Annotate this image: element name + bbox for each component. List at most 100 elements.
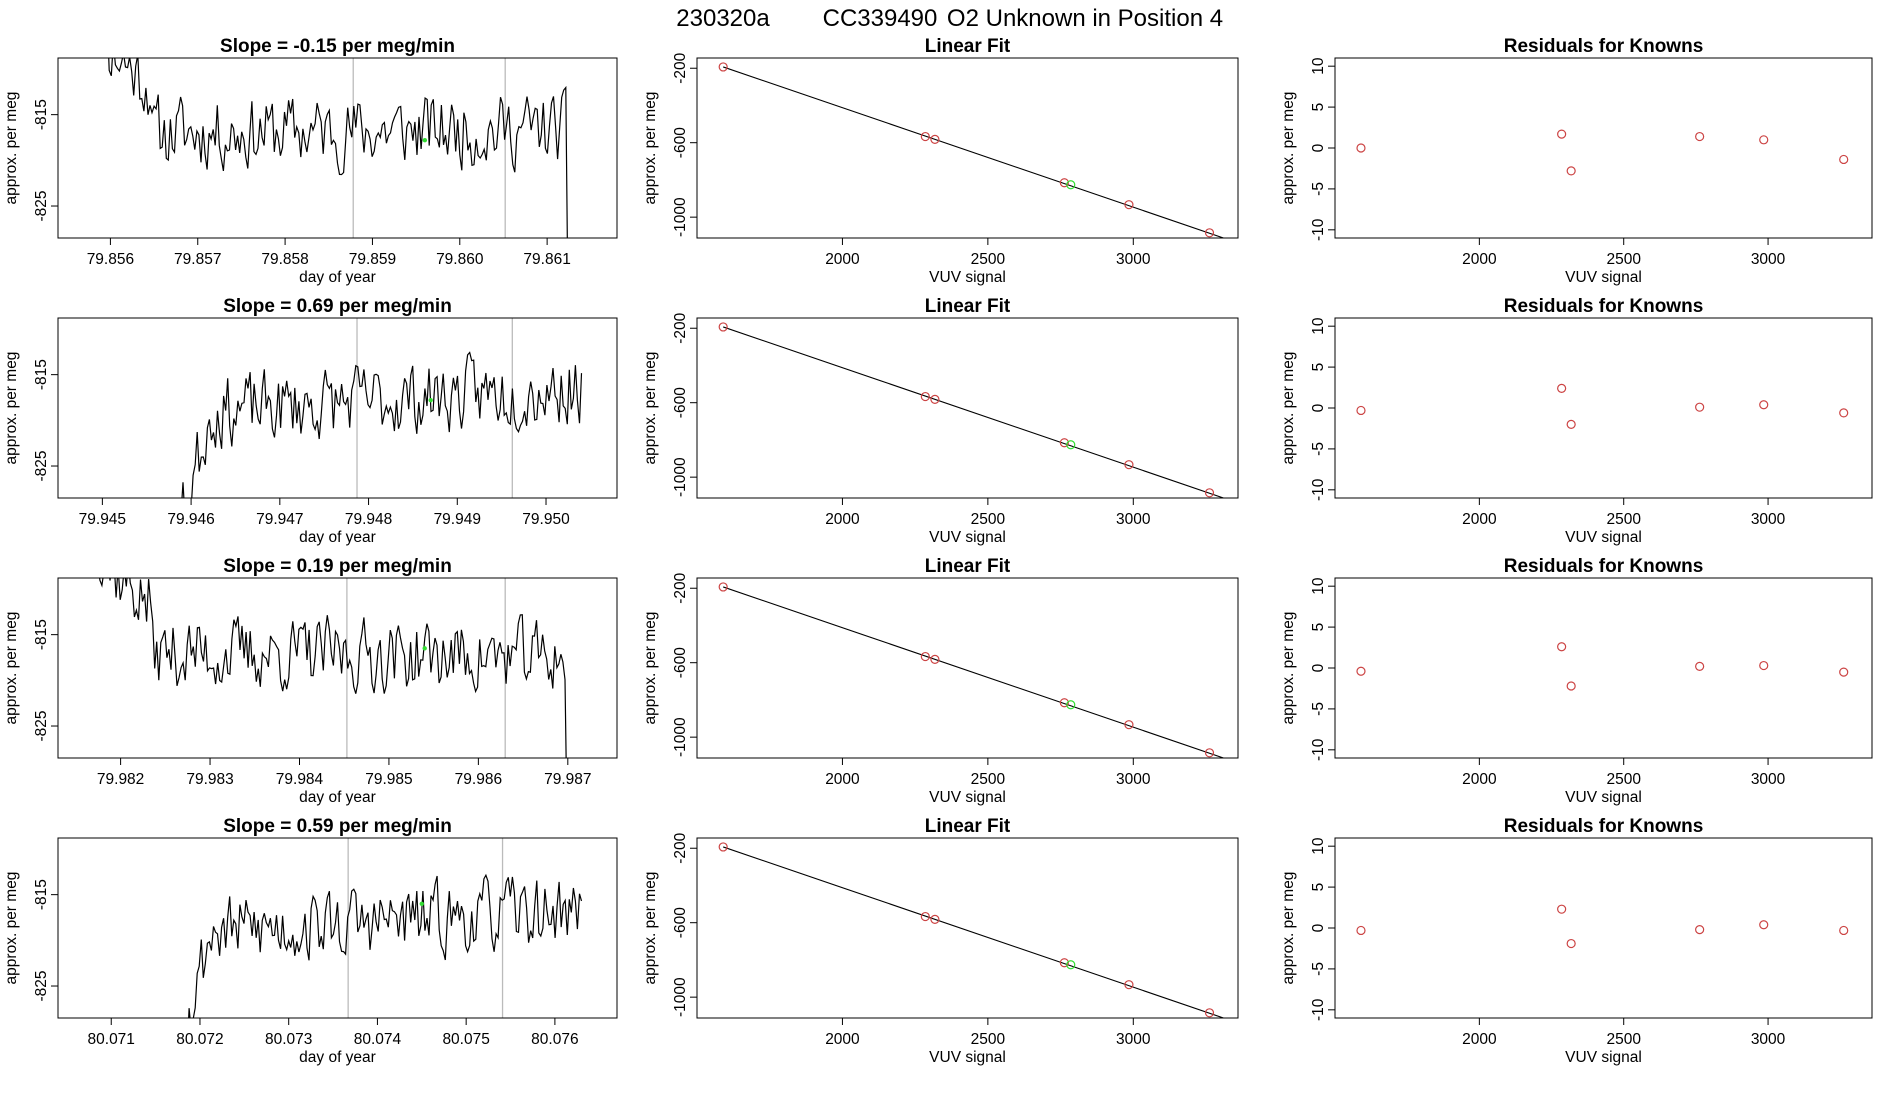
known-point [920,391,930,402]
figure-title: 230320a CC339490 O2 Unknown in Position … [676,5,1223,32]
x-tick-label: 79.982 [97,771,144,788]
x-axis-label: VUV signal [929,269,1006,286]
y-axis: -200 -600 -1000 [672,832,698,1017]
x-tick-label: 2000 [1462,771,1497,788]
known-point [920,911,930,922]
residuals-title: Residuals for Knowns [1504,36,1704,57]
residual-point [1695,661,1705,671]
y-axis-label: approx. per meg [1280,352,1297,465]
timeseries-title: Slope = 0.19 per meg/min [223,556,452,577]
fit-title: Linear Fit [925,296,1011,317]
y-axis-label: approx. per meg [1280,612,1297,725]
x-axis-label: VUV signal [929,1049,1006,1066]
x-tick-label: 3000 [1116,251,1151,268]
x-axis-label: day of year [299,529,376,546]
figure-title-tank-id: CC339490 [823,5,938,32]
y-tick-label: 0 [1310,403,1327,412]
y-tick-label: -600 [672,387,689,418]
unknown-mean-marker [428,398,433,403]
known-point [1059,698,1069,708]
residual-point [1839,408,1849,418]
x-tick-label: 80.071 [88,1031,135,1048]
y-tick-label: -5 [1310,442,1327,456]
y-tick-label: -10 [1310,738,1327,761]
plot-frame [57,577,618,759]
x-tick-label: 2000 [1462,251,1497,268]
plot-frame [1334,57,1873,239]
unknown-mean-marker [422,138,428,143]
residual-point [1759,400,1769,410]
y-tick-label: -1000 [672,717,689,757]
plot-area [718,322,1224,498]
plot-area [99,578,567,758]
fit-line [722,586,1224,758]
y-tick-label: -1000 [672,977,689,1017]
x-tick-label: 3000 [1751,251,1786,268]
y-axis-label: approx. per meg [3,872,20,985]
plot-area [1356,129,1849,176]
fit-title: Linear Fit [925,36,1011,57]
known-point [1059,438,1069,448]
y-tick-label: -5 [1310,182,1327,196]
x-tick-label: 2500 [1606,771,1641,788]
known-point [1204,488,1215,498]
y-tick-label: -200 [672,312,689,343]
x-tick-label: 80.076 [531,1031,578,1048]
x-tick-label: 3000 [1751,771,1786,788]
known-point [1059,178,1069,188]
known-point [718,322,728,332]
signal-trace [99,578,567,758]
plot-frame [1334,577,1873,759]
y-axis-label: approx. per meg [642,92,659,205]
residual-point [1839,667,1849,677]
plot-frame [1334,837,1873,1019]
y-tick-label: -1000 [672,457,689,497]
fit-line [722,326,1224,498]
known-point [1204,1008,1215,1018]
x-tick-label: 2000 [825,251,860,268]
x-axis: 2000 2500 3000 [825,497,1151,528]
x-axis-label: day of year [299,789,376,806]
x-axis: 2000 2500 3000 [825,757,1151,788]
residual-point [1759,660,1769,671]
x-tick-label: 2500 [1606,1031,1641,1048]
unknown-point [1066,440,1076,450]
timeseries-title: Slope = 0.59 per meg/min [223,816,452,837]
x-tick-label: 2000 [1462,511,1497,528]
known-point [930,654,940,664]
fit-panel-2: Linear Fit 2000 2500 3000 VUV signal -200 -600… [642,296,1239,546]
y-tick-label: 5 [1310,883,1327,892]
y-tick-label: -10 [1310,478,1327,501]
x-axis: 2000 2500 3000 [1462,1017,1786,1048]
residual-point [1695,402,1705,412]
residuals-panel-4: Residuals for Knowns 2000 2500 3000 VUV sign… [1280,816,1873,1066]
x-tick-label: 3000 [1116,1031,1151,1048]
residuals-title: Residuals for Knowns [1504,816,1704,837]
fit-title: Linear Fit [925,556,1011,577]
residual-point [1566,166,1576,176]
residual-point [1557,642,1567,652]
y-tick-label: -825 [33,451,50,482]
fit-line [722,846,1224,1018]
x-tick-label: 2000 [825,771,860,788]
known-point [1059,958,1069,968]
y-tick-label: -1000 [672,197,689,237]
x-axis: 79.945 79.946 79.947 79.948 79.949 79.950 [79,497,570,528]
residual-point [1557,904,1567,914]
plot-frame [57,57,618,239]
x-tick-label: 79.950 [522,511,570,528]
x-tick-label: 79.857 [174,251,221,268]
x-tick-label: 79.859 [349,251,396,268]
residual-point [1759,920,1769,930]
y-axis-label: approx. per meg [1280,872,1297,985]
unknown-point [1066,700,1076,710]
plot-area [181,318,583,498]
x-tick-label: 3000 [1116,511,1151,528]
x-tick-label: 79.946 [167,511,214,528]
x-tick-label: 79.860 [436,251,484,268]
x-tick-label: 80.073 [265,1031,312,1048]
plot-frame [696,57,1239,239]
x-tick-label: 2000 [825,511,860,528]
plot-area [1356,642,1849,691]
